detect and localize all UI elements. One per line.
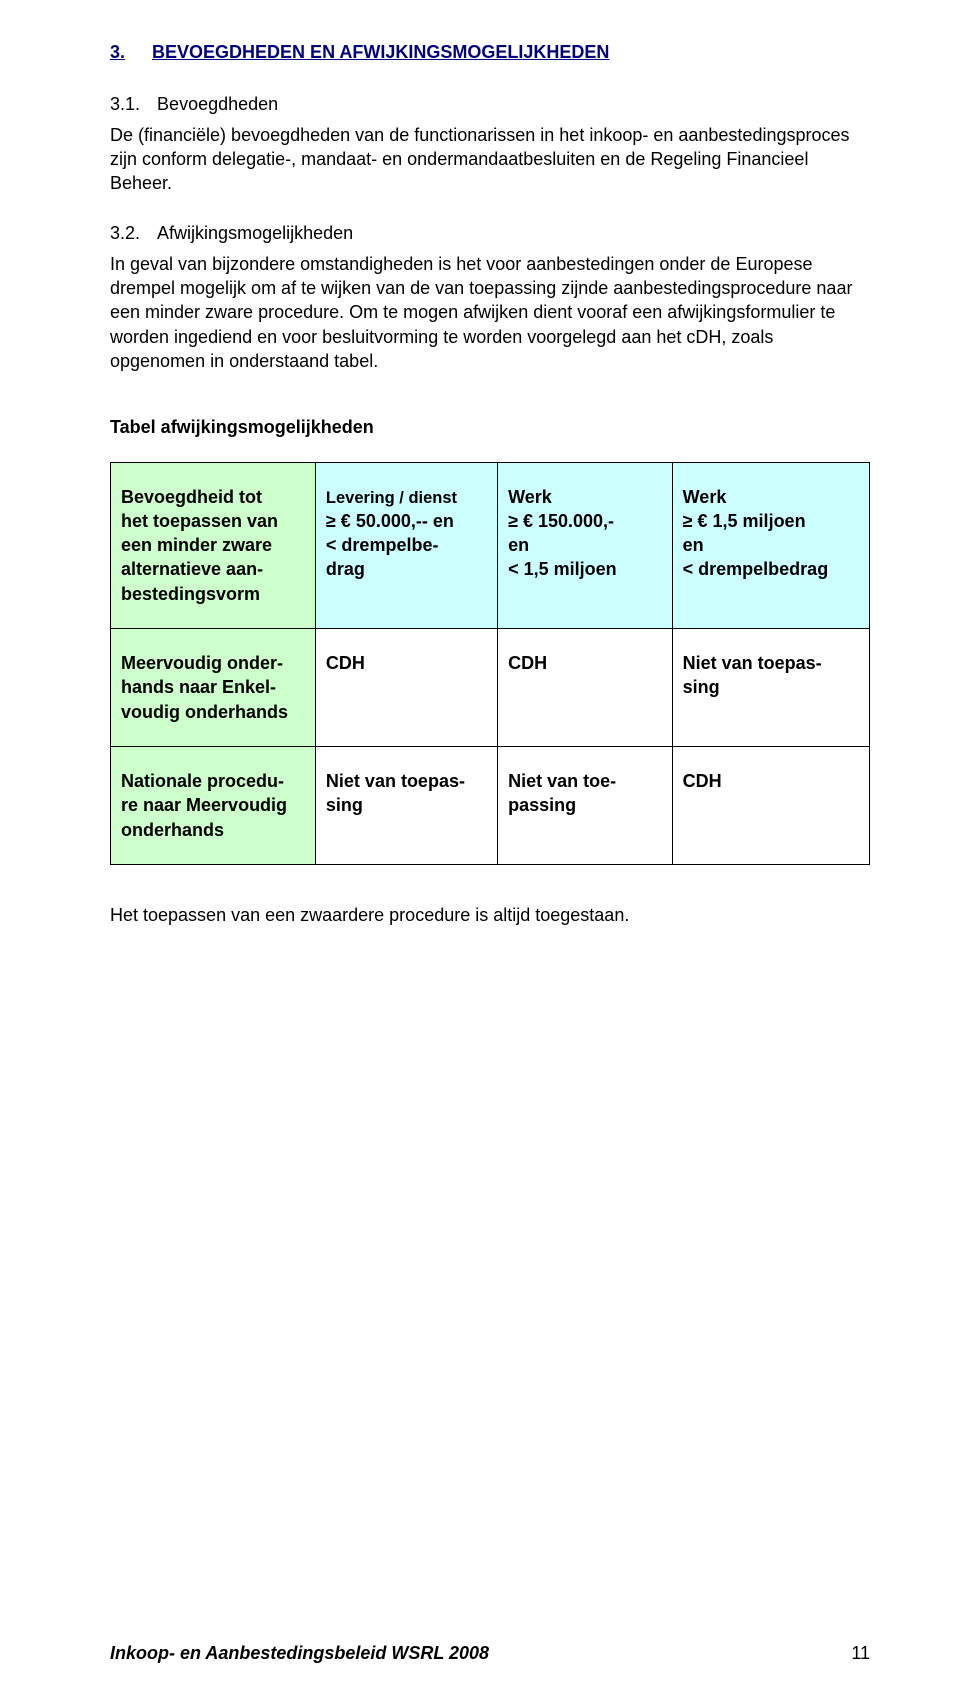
table-title: Tabel afwijkingsmogelijkheden (110, 415, 870, 439)
row1-col3: CDH (498, 629, 673, 747)
row2-col2: Niet van toepas- sing (315, 746, 497, 864)
header-col2-l1: Levering / dienst (326, 489, 457, 507)
heading-number: 3. (110, 40, 125, 64)
header-col4-l4: < drempelbedrag (683, 559, 829, 579)
subheading-31: 3.1. Bevoegdheden (110, 92, 870, 116)
header-col3-l1: Werk (508, 487, 552, 507)
header-col2-l2: ≥ € 50.000,-- en (326, 511, 454, 531)
footer-page-number: 11 (851, 1641, 870, 1665)
header-col1-l1: Bevoegdheid tot (121, 487, 262, 507)
row1-label-l2: hands naar Enkel- (121, 677, 276, 697)
header-col1: Bevoegdheid tot het toepassen van een mi… (111, 462, 316, 628)
subheading-31-number: 3.1. (110, 92, 140, 116)
header-col1-l2: het toepassen van (121, 511, 278, 531)
row2-label-l2: re naar Meervoudig (121, 795, 287, 815)
header-col4-l2: ≥ € 1,5 miljoen (683, 511, 806, 531)
row1-col4-l2: sing (683, 677, 720, 697)
row2-col3-l2: passing (508, 795, 576, 815)
header-col4: Werk ≥ € 1,5 miljoen en < drempelbedrag (672, 462, 869, 628)
row1-col4-l1: Niet van toepas- (683, 653, 822, 673)
paragraph-31: De (financiële) bevoegdheden van de func… (110, 123, 870, 196)
header-col4-l3: en (683, 535, 704, 555)
row2-label-l3: onderhands (121, 820, 224, 840)
paragraph-32: In geval van bijzondere omstandigheden i… (110, 252, 870, 373)
footer-title: Inkoop- en Aanbestedingsbeleid WSRL 2008 (110, 1641, 489, 1665)
header-col2-l4: drag (326, 559, 365, 579)
header-col3-l3: en (508, 535, 529, 555)
row2-col3: Niet van toe- passing (498, 746, 673, 864)
row2-col4: CDH (672, 746, 869, 864)
subheading-32: 3.2. Afwijkingsmogelijkheden (110, 221, 870, 245)
deviation-table: Bevoegdheid tot het toepassen van een mi… (110, 462, 870, 865)
row1-col4: Niet van toepas- sing (672, 629, 869, 747)
page-footer: Inkoop- en Aanbestedingsbeleid WSRL 2008… (110, 1641, 870, 1665)
table-header-row: Bevoegdheid tot het toepassen van een mi… (111, 462, 870, 628)
header-col1-l3: een minder zware (121, 535, 272, 555)
heading-text: BEVOEGDHEDEN EN AFWIJKINGSMOGELIJKHEDEN (152, 40, 609, 64)
row2-label: Nationale procedu- re naar Meervoudig on… (111, 746, 316, 864)
row1-label-l3: voudig onderhands (121, 702, 288, 722)
subheading-32-number: 3.2. (110, 221, 140, 245)
subheading-32-title: Afwijkingsmogelijkheden (157, 221, 353, 245)
subheading-31-title: Bevoegdheden (157, 92, 278, 116)
row1-label: Meervoudig onder- hands naar Enkel- voud… (111, 629, 316, 747)
header-col3: Werk ≥ € 150.000,- en < 1,5 miljoen (498, 462, 673, 628)
row2-col2-l1: Niet van toepas- (326, 771, 465, 791)
header-col3-l2: ≥ € 150.000,- (508, 511, 614, 531)
header-col3-l4: < 1,5 miljoen (508, 559, 617, 579)
header-col1-l4: alternatieve aan- (121, 559, 263, 579)
table-row: Nationale procedu- re naar Meervoudig on… (111, 746, 870, 864)
row1-col2: CDH (315, 629, 497, 747)
main-heading: 3. BEVOEGDHEDEN EN AFWIJKINGSMOGELIJKHED… (110, 40, 870, 64)
table-row: Meervoudig onder- hands naar Enkel- voud… (111, 629, 870, 747)
header-col4-l1: Werk (683, 487, 727, 507)
row2-col2-l2: sing (326, 795, 363, 815)
row2-col3-l1: Niet van toe- (508, 771, 616, 791)
header-col2: Levering / dienst ≥ € 50.000,-- en < dre… (315, 462, 497, 628)
row2-label-l1: Nationale procedu- (121, 771, 284, 791)
header-col1-l5: bestedingsvorm (121, 584, 260, 604)
header-col2-l3: < drempelbe- (326, 535, 439, 555)
closing-paragraph: Het toepassen van een zwaardere procedur… (110, 903, 870, 927)
row1-label-l1: Meervoudig onder- (121, 653, 283, 673)
